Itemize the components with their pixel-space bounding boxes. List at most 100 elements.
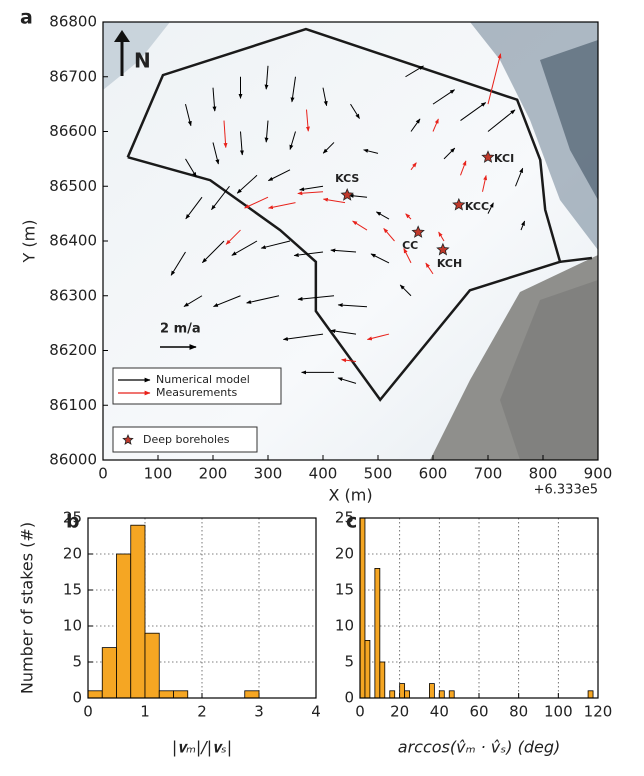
legend-box [112, 426, 258, 453]
histogram-bar [429, 683, 435, 699]
histogram-bar [364, 640, 371, 699]
y-axis-label: Y (m) [20, 220, 39, 264]
velocity-arrow [260, 240, 291, 250]
histogram-bar [389, 690, 396, 699]
velocity-arrow [375, 211, 390, 220]
panel-letter: a [20, 7, 33, 29]
velocity-arrow [185, 104, 192, 127]
histogram-bar [374, 568, 381, 699]
velocity-arrow [520, 220, 526, 231]
histogram-bar [404, 690, 410, 699]
velocity-arrow [289, 131, 296, 150]
panel-letter: c [346, 511, 357, 533]
histogram-bar [587, 690, 594, 699]
histogram-bar [448, 690, 455, 699]
velocity-arrow [460, 102, 487, 121]
x-tick-label: 80 [509, 703, 528, 721]
velocity-arrow [460, 160, 467, 176]
x-tick-label: 120 [584, 703, 613, 721]
x-offset-label: +6.333e5 [534, 483, 598, 498]
north-label: N [134, 49, 151, 73]
glacier-outline [126, 27, 562, 402]
y-tick-label: 86300 [49, 286, 97, 304]
velocity-arrow [487, 202, 494, 214]
velocity-arrow [212, 87, 217, 112]
velocity-arrow [322, 142, 335, 154]
velocity-arrow [330, 329, 357, 335]
y-tick-label: 20 [335, 545, 354, 563]
velocity-arrow [225, 229, 241, 245]
velocity-arrow [183, 295, 203, 307]
legend-label: Measurements [156, 386, 238, 399]
velocity-arrow [341, 358, 357, 363]
x-tick-label: 60 [469, 703, 488, 721]
velocity-arrow [293, 251, 324, 257]
velocity-arrow [267, 169, 291, 182]
velocity-arrow [482, 175, 488, 192]
velocity-arrow [264, 120, 269, 143]
velocity-arrow [425, 262, 434, 275]
velocity-arrow [399, 284, 412, 297]
velocity-arrow [337, 377, 357, 384]
y-axis-label: Number of stakes (#) [18, 522, 37, 694]
velocity-arrow [322, 197, 346, 204]
velocity-arrow [432, 118, 439, 132]
borehole-label: KCI [494, 152, 514, 165]
x-tick-label: 3 [254, 703, 264, 721]
y-tick-label: 25 [335, 509, 354, 527]
x-tick-label: 2 [197, 703, 207, 721]
y-tick-label: 20 [63, 545, 82, 563]
histogram-bar [158, 690, 174, 699]
histogram-bar [244, 690, 260, 699]
x-tick-label: 0 [355, 703, 365, 721]
scale-label: 2 m/a [160, 322, 201, 337]
velocity-arrow [211, 185, 230, 211]
velocity-arrow [202, 240, 225, 263]
velocity-arrow [438, 231, 445, 242]
histogram-bar [87, 690, 103, 699]
x-tick-label: 200 [199, 465, 228, 483]
velocity-arrow [432, 89, 456, 105]
x-axis-label: |𝐯ₘ|/|𝐯ₛ| [172, 738, 232, 757]
velocity-arrow [350, 103, 360, 119]
velocity-arrow [330, 248, 357, 253]
histogram-bar [173, 690, 189, 699]
y-tick-label: 86500 [49, 177, 97, 195]
y-tick-label: 0 [344, 689, 354, 707]
y-tick-label: 5 [72, 653, 82, 671]
velocity-arrow [212, 142, 220, 165]
borehole-star [481, 150, 495, 163]
x-tick-label: 400 [309, 465, 338, 483]
y-tick-label: 86600 [49, 122, 97, 140]
y-tick-label: 0 [72, 689, 82, 707]
velocity-arrow [487, 109, 516, 132]
x-tick-label: 900 [584, 465, 613, 483]
velocity-arrow [297, 295, 335, 301]
velocity-arrow [383, 228, 395, 242]
y-tick-label: 25 [63, 509, 82, 527]
velocity-arrow [410, 162, 417, 171]
velocity-arrow [297, 191, 324, 196]
velocity-arrow [299, 185, 324, 192]
velocity-arrow [487, 53, 502, 105]
velocity-arrow [170, 251, 186, 276]
axes-frame [102, 21, 599, 461]
x-tick-label: 800 [529, 465, 558, 483]
histogram-bar [144, 632, 160, 699]
axes-frame [359, 517, 599, 699]
histogram-bar [399, 683, 406, 699]
velocity-arrow [185, 196, 203, 220]
x-tick-label: 20 [390, 703, 409, 721]
histogram-bar [116, 553, 132, 699]
velocity-arrow [305, 109, 310, 132]
y-tick-label: 10 [335, 617, 354, 635]
velocity-arrow [239, 131, 244, 156]
histogram-bar [130, 524, 146, 699]
velocity-arrow [185, 158, 197, 178]
velocity-arrow [337, 303, 368, 308]
velocity-arrow [290, 76, 296, 103]
velocity-arrow [352, 220, 368, 231]
x-tick-label: 100 [144, 465, 173, 483]
velocity-arrow [348, 193, 368, 198]
